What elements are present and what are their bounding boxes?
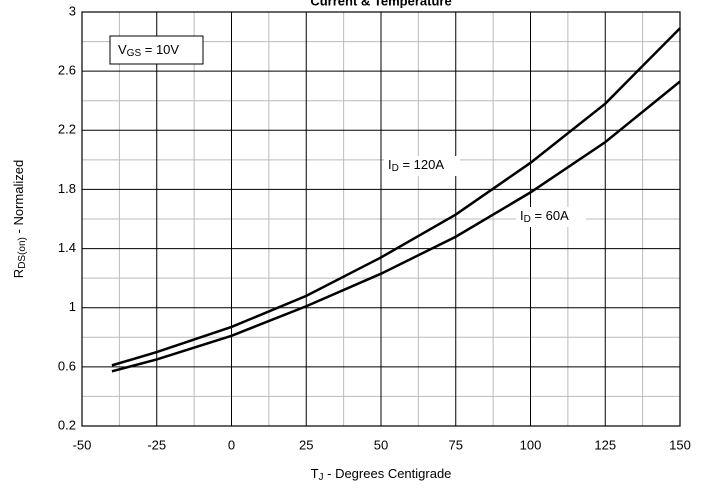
series-label: ID = 60A xyxy=(520,208,569,225)
label-bg xyxy=(384,156,460,176)
x-tick-label: 150 xyxy=(669,437,691,452)
label-sub: DS(on) xyxy=(17,237,28,269)
label-rest: - Normalized xyxy=(11,160,26,237)
x-tick-label: 25 xyxy=(299,437,313,452)
label-rest: = 60A xyxy=(531,208,569,223)
x-tick-label: 50 xyxy=(374,437,388,452)
chart-title: Current & Temperature xyxy=(310,0,451,8)
label-bg xyxy=(516,207,586,227)
line-series xyxy=(111,27,681,367)
x-axis-label: TJ - Degrees Centigrade xyxy=(311,466,452,483)
label-rest: - Degrees Centigrade xyxy=(324,466,452,481)
line-series xyxy=(111,80,681,373)
y-tick-label: 0.2 xyxy=(58,417,76,432)
y-tick-label: 1 xyxy=(69,299,76,314)
annotation: VGS = 10V xyxy=(118,42,179,59)
x-tick-label: -50 xyxy=(73,437,92,452)
series-label: ID = 120A xyxy=(388,157,444,174)
label-main: I xyxy=(388,157,392,172)
y-tick-label: 1.8 xyxy=(58,181,76,196)
x-tick-label: 125 xyxy=(594,437,616,452)
y-axis-label: RDS(on) - Normalized xyxy=(11,160,28,278)
x-tick-label: 0 xyxy=(228,437,235,452)
y-tick-label: 2.6 xyxy=(58,63,76,78)
y-tick-label: 2.2 xyxy=(58,122,76,137)
label-rest: = 120A xyxy=(399,157,445,172)
label-sub: D xyxy=(392,163,399,174)
annotation-box xyxy=(109,35,204,65)
x-tick-label: -25 xyxy=(147,437,166,452)
label-sub: J xyxy=(319,472,324,483)
y-tick-label: 0.6 xyxy=(58,358,76,373)
x-tick-label: 75 xyxy=(449,437,463,452)
label-sub: D xyxy=(524,214,531,225)
x-tick-label: 100 xyxy=(520,437,542,452)
y-tick-label: 1.4 xyxy=(58,240,76,255)
label-sub: GS xyxy=(127,48,142,59)
label-main: V xyxy=(118,42,127,57)
label-main: T xyxy=(311,466,319,481)
label-main: I xyxy=(520,208,524,223)
label-rest: = 10V xyxy=(141,42,179,57)
y-tick-label: 3 xyxy=(69,3,76,18)
plot-border xyxy=(81,11,681,427)
label-main: R xyxy=(11,269,26,278)
